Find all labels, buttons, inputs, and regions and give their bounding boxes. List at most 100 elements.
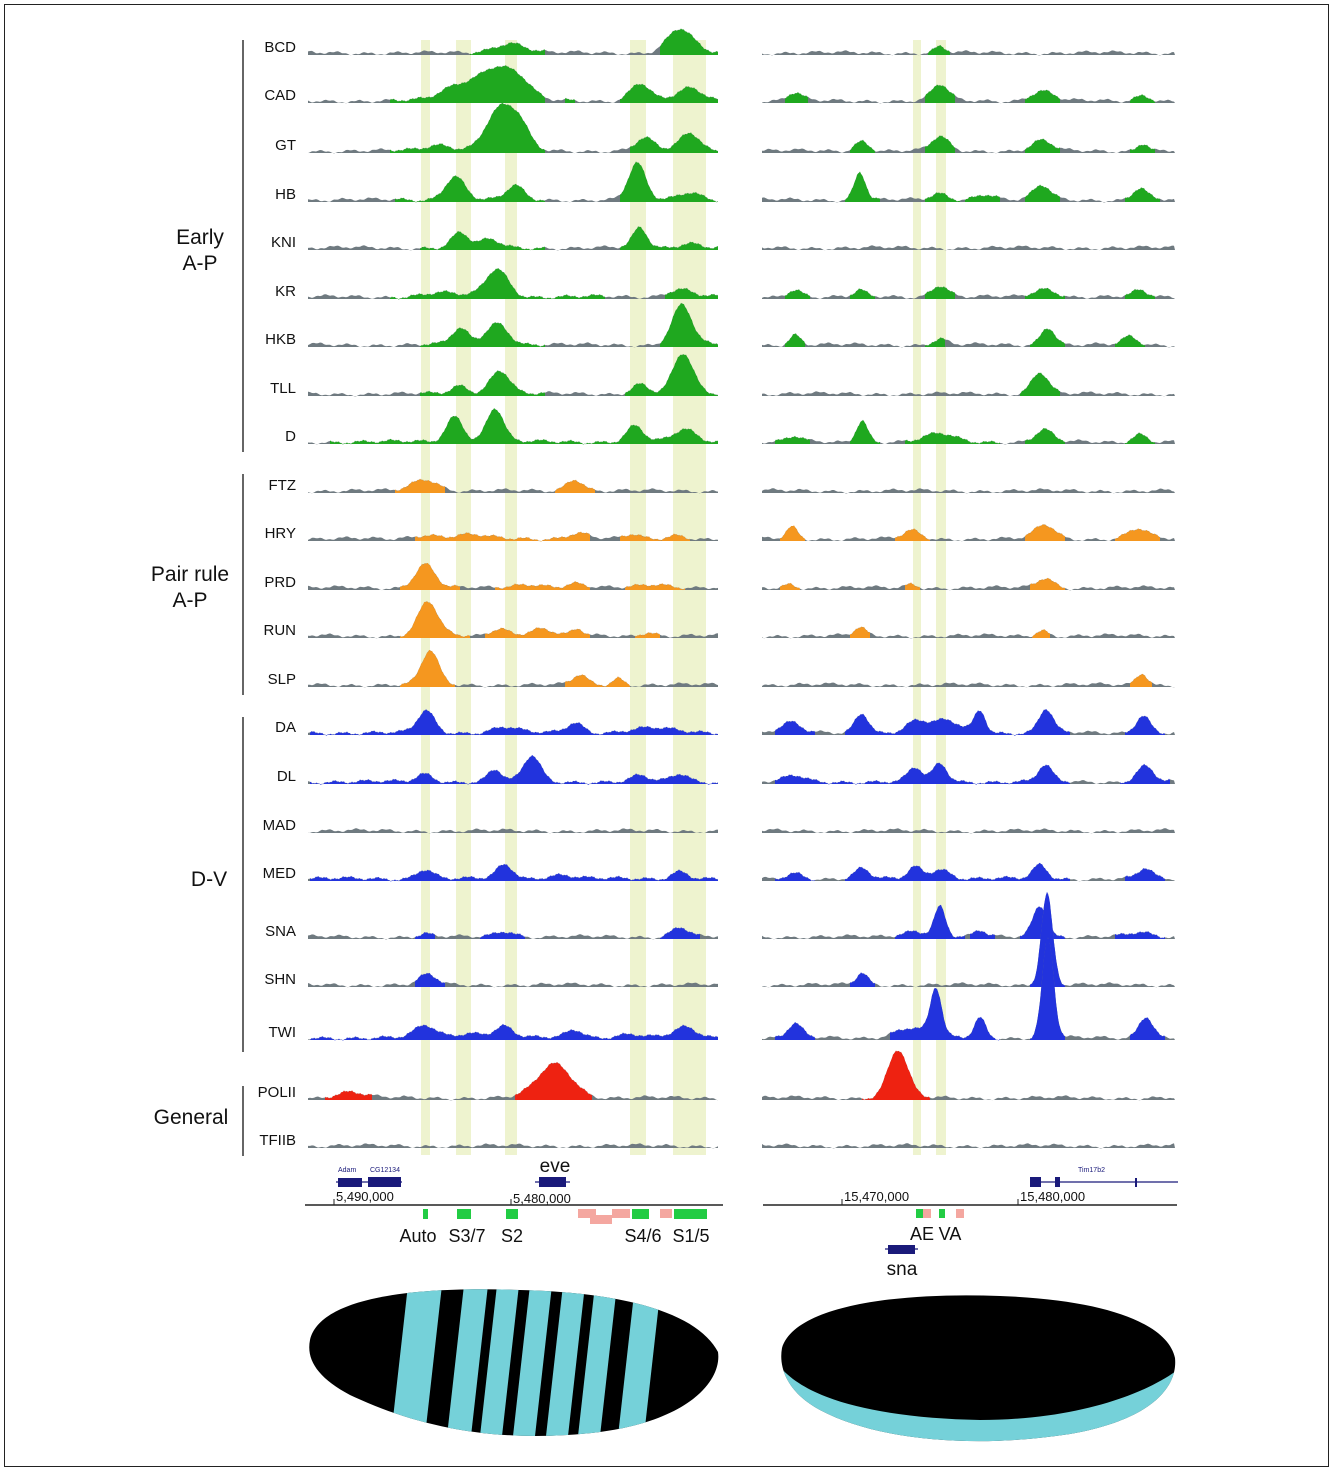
enhancer-label: S4/6: [624, 1226, 661, 1246]
track-r-dl: [762, 762, 1175, 785]
track-label: HB: [275, 186, 296, 203]
track-baseline: [308, 532, 718, 542]
track-r-hkb: [762, 328, 1175, 348]
group-label: A-P: [182, 252, 217, 275]
track-l-dl: [308, 755, 718, 785]
eve-stripes: [390, 1289, 661, 1436]
track-enriched-region: [400, 600, 470, 638]
track-enriched-region: [415, 932, 435, 939]
track-r-shn: [762, 891, 1175, 988]
track-enriched-region: [775, 1021, 815, 1040]
gene-label: Adam: [338, 1167, 356, 1174]
track-enriched-region: [785, 91, 808, 103]
track-enriched-region: [420, 370, 545, 396]
highlight-band: [421, 40, 430, 1155]
track-l-sna: [308, 927, 718, 940]
gene-exon: [888, 1245, 915, 1254]
eve-stripe: [617, 1289, 661, 1436]
track-baseline: [762, 905, 1175, 940]
track-baseline: [762, 372, 1175, 397]
track-enriched-region: [785, 333, 805, 347]
group-label: Early: [176, 226, 224, 249]
predicted-region-box: [956, 1209, 964, 1218]
highlight-band: [936, 40, 946, 1155]
track-enriched-region: [862, 1050, 930, 1101]
track-l-polii: [308, 1061, 718, 1101]
track-enriched-region: [1032, 629, 1050, 638]
eve-stripe: [446, 1289, 488, 1436]
track-label: D: [285, 428, 296, 445]
track-r-mad: [762, 828, 1175, 834]
enhancer-box: [916, 1209, 923, 1218]
track-enriched-region: [1025, 89, 1060, 103]
track-baseline: [762, 488, 1175, 494]
track-l-kr: [308, 268, 718, 300]
track-enriched-region: [775, 762, 1070, 785]
track-enriched-region: [660, 927, 700, 939]
track-enriched-region: [785, 289, 810, 299]
track-enriched-region: [310, 755, 718, 785]
enhancer-label: Auto: [399, 1226, 436, 1246]
track-enriched-region: [625, 583, 685, 591]
track-label: DL: [277, 768, 296, 785]
track-baseline: [762, 674, 1175, 688]
track-enriched-region: [620, 161, 718, 203]
gene-label: Tim17b2: [1078, 1167, 1105, 1174]
gene-exon: [1055, 1177, 1060, 1187]
track-r-d: [762, 419, 1175, 445]
track-enriched-region: [660, 302, 718, 347]
track-enriched-region: [925, 84, 955, 103]
group-label: Pair rule: [151, 563, 229, 586]
track-enriched-region: [390, 268, 605, 300]
track-label: PRD: [264, 574, 296, 591]
track-enriched-region: [1115, 931, 1165, 939]
eve-stripe: [512, 1289, 552, 1436]
track-enriched-region: [845, 171, 880, 202]
track-enriched-region: [1025, 524, 1065, 541]
track-enriched-region: [480, 931, 525, 939]
track-enriched-region: [845, 708, 1070, 737]
track-enriched-region: [1125, 288, 1155, 299]
track-enriched-region: [1120, 763, 1170, 784]
track-enriched-region: [1130, 673, 1152, 687]
track-baseline: [762, 863, 1175, 882]
track-enriched-region: [1130, 1017, 1165, 1040]
track-enriched-region: [970, 930, 995, 939]
track-l-gt: [308, 103, 718, 154]
predicted-region-box: [578, 1209, 596, 1218]
track-l-hb: [308, 161, 718, 203]
enhancer-box: [632, 1209, 649, 1219]
track-enriched-region: [1030, 938, 1065, 1040]
track-enriched-region: [890, 987, 1000, 1041]
enhancer-label: S2: [501, 1226, 523, 1246]
track-enriched-region: [1115, 528, 1160, 541]
track-r-run: [762, 626, 1175, 639]
highlight-band: [456, 40, 471, 1155]
track-enriched-region: [495, 580, 590, 590]
gene-exon: [539, 1177, 566, 1187]
track-enriched-region: [420, 230, 545, 251]
track-label: GT: [275, 137, 296, 154]
gene-exon: [338, 1178, 362, 1187]
figure-frame: [4, 4, 1329, 1467]
track-r-gt: [762, 135, 1175, 154]
track-enriched-region: [620, 533, 690, 541]
track-l-run: [308, 600, 718, 639]
track-label: HKB: [265, 331, 296, 348]
track-label: KR: [275, 283, 296, 300]
track-enriched-region: [400, 562, 460, 590]
track-r-bcd: [762, 45, 1175, 56]
track-enriched-region: [775, 720, 815, 735]
enhancer-box: [457, 1209, 471, 1219]
track-enriched-region: [1115, 334, 1145, 347]
track-enriched-region: [635, 632, 660, 638]
track-l-kni: [308, 226, 718, 251]
highlight-band: [505, 40, 517, 1155]
enhancer-box: [674, 1209, 707, 1219]
track-l-d: [308, 408, 718, 445]
track-baseline: [762, 328, 1175, 348]
track-enriched-region: [420, 322, 545, 347]
track-enriched-region: [310, 709, 718, 736]
track-enriched-region: [1025, 138, 1060, 153]
track-label: MAD: [263, 817, 297, 834]
